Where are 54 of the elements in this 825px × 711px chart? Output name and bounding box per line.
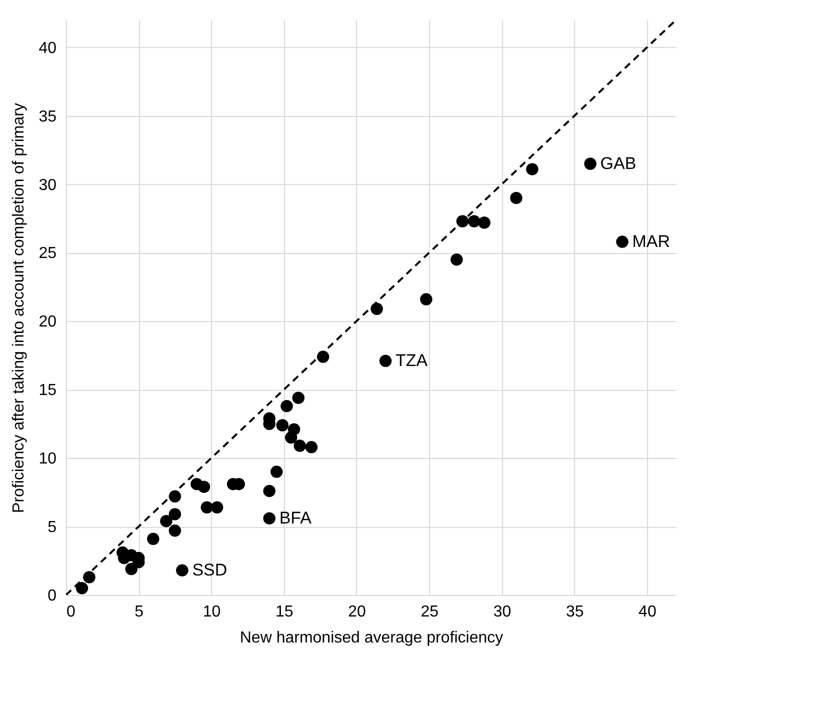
point [147, 532, 160, 545]
point [526, 163, 538, 176]
x-tick-label: 35 [566, 604, 584, 620]
point [468, 215, 480, 228]
point [478, 216, 490, 229]
y-tick-label: 35 [38, 108, 57, 126]
point [76, 582, 88, 594]
point [263, 484, 276, 498]
point [210, 501, 224, 514]
x-tick-label: 40 [638, 604, 656, 620]
point [198, 480, 210, 493]
point [450, 253, 463, 266]
point [305, 441, 318, 454]
x-tick-label: 10 [202, 604, 221, 620]
point [294, 440, 306, 452]
x-tick-label: 30 [493, 604, 512, 620]
point [616, 236, 628, 248]
annotation: MAR [632, 232, 670, 251]
y-tick-label: 25 [38, 245, 57, 262]
point [379, 354, 392, 368]
x-tick-label: 20 [348, 604, 366, 620]
y-tick-label: 0 [48, 588, 57, 604]
point [160, 514, 172, 528]
point [168, 508, 182, 520]
x-tick-label: 25 [420, 604, 439, 620]
point [288, 423, 300, 436]
y-tick-label: 15 [38, 382, 57, 400]
point [263, 512, 276, 524]
annotation: GAB [600, 154, 636, 173]
y-tick-label: 40 [38, 40, 57, 57]
annotation: TZA [396, 350, 428, 370]
x-tick-label: 5 [134, 604, 144, 620]
y-tick-label: 20 [38, 314, 57, 331]
x-tick-label: 15 [275, 604, 294, 620]
point [276, 419, 289, 432]
point [168, 524, 182, 537]
point [280, 400, 293, 412]
annotation: SSD [192, 560, 228, 580]
annotation: BFA [279, 508, 312, 528]
y-axis-title: Proficiency after taking into account completion of primary [10, 103, 28, 513]
point [510, 192, 522, 204]
x-tick-label: 0 [66, 604, 76, 620]
y-tick-label: 30 [38, 176, 57, 194]
point [292, 392, 305, 404]
point [270, 466, 283, 478]
point [584, 158, 596, 170]
point [125, 562, 138, 576]
point [200, 501, 214, 514]
y-tick-label: 10 [38, 450, 57, 468]
x-axis-title: New harmonised average proficiency [240, 630, 504, 646]
point [420, 293, 432, 306]
point [176, 564, 188, 576]
y-tick-label: 5 [48, 519, 57, 536]
point [370, 302, 383, 315]
